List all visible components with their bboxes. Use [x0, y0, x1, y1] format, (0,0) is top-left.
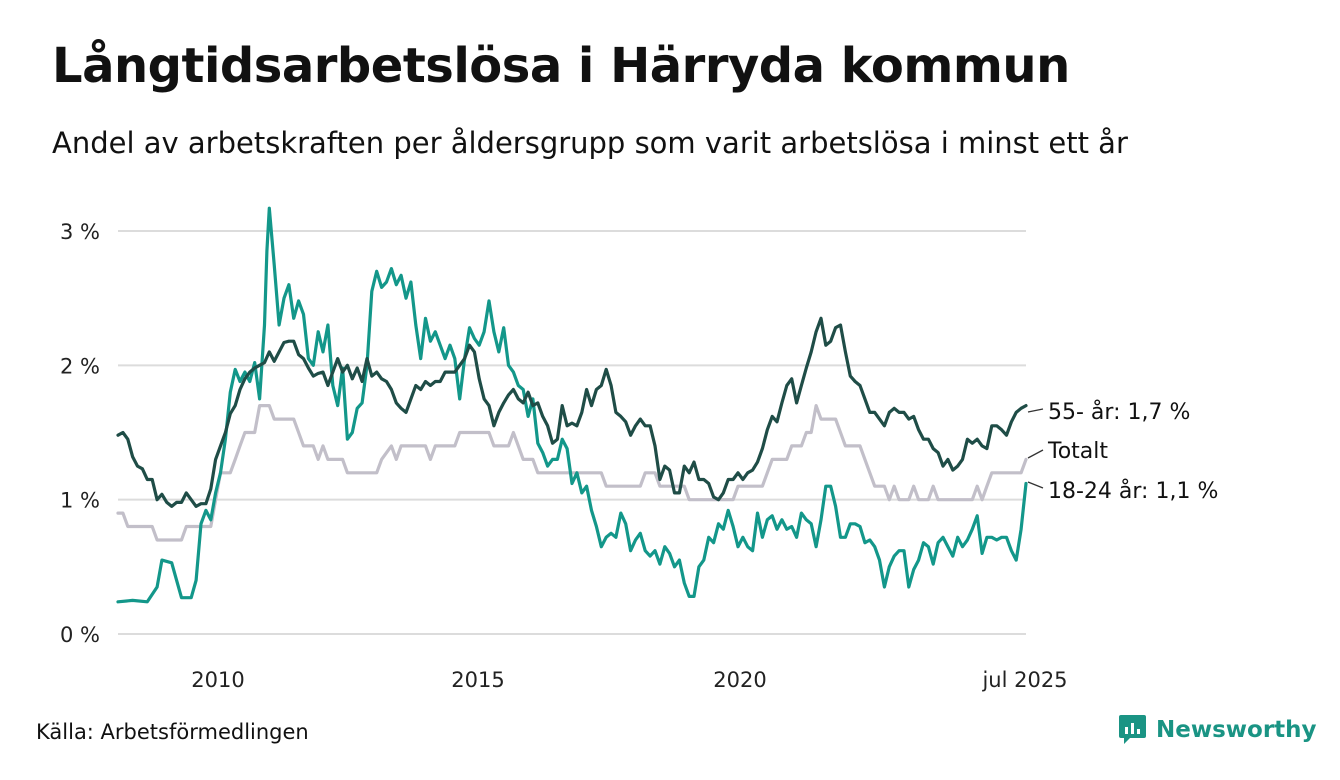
y-tick-label: 0 % [60, 623, 100, 647]
brand-logo[interactable]: Newsworthy [1118, 714, 1317, 745]
x-tick-label: 2015 [451, 668, 504, 692]
x-tick-label: jul 2025 [981, 668, 1067, 692]
series-end-label: 55- år: 1,7 % [1048, 399, 1190, 425]
line-chart: 0 % 1 % 2 % 3 % 2010 2015 2020 jul 2025 55- år: … [60, 206, 1218, 692]
x-tick-label: 2010 [191, 668, 244, 692]
y-tick-label: 3 % [60, 220, 100, 244]
y-tick-label: 1 % [60, 489, 100, 513]
label-leader-line [1027, 481, 1044, 489]
chart-title: Långtidsarbetslösa i Härryda kommun [52, 38, 1070, 94]
series-line-1 [116, 206, 1028, 604]
label-leader-line [1027, 449, 1044, 459]
newsworthy-logo-icon [1119, 715, 1146, 744]
label-leader-line [1027, 408, 1044, 413]
brand-name: Newsworthy [1156, 716, 1317, 743]
series-end-label: 18-24 år: 1,1 % [1048, 478, 1218, 504]
series-end-label: Totalt [1047, 439, 1108, 464]
source-note: Källa: Arbetsförmedlingen [36, 720, 309, 744]
series-line-2 [116, 404, 1028, 542]
series-line-0 [116, 316, 1028, 508]
y-tick-label: 2 % [60, 354, 100, 378]
x-tick-label: 2020 [713, 668, 766, 692]
chart-subtitle: Andel av arbetskraften per åldersgrupp s… [52, 126, 1128, 160]
